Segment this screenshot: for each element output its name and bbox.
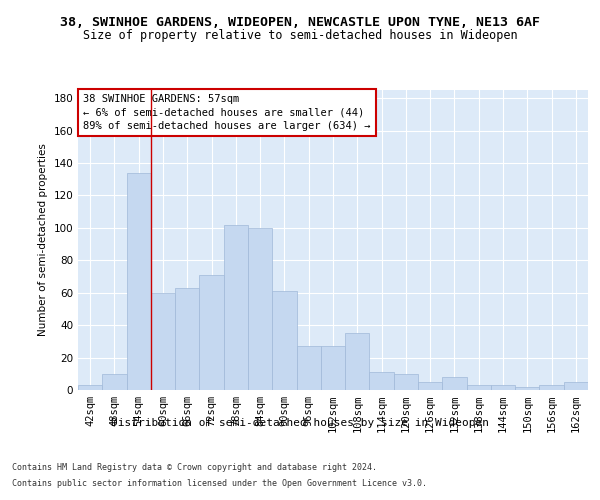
- Text: Contains public sector information licensed under the Open Government Licence v3: Contains public sector information licen…: [12, 480, 427, 488]
- Text: Size of property relative to semi-detached houses in Wideopen: Size of property relative to semi-detach…: [83, 28, 517, 42]
- Bar: [127, 172, 151, 390]
- Bar: [370, 372, 394, 390]
- Bar: [248, 228, 272, 390]
- Text: Distribution of semi-detached houses by size in Wideopen: Distribution of semi-detached houses by …: [111, 418, 489, 428]
- Bar: [515, 387, 539, 390]
- Text: 38 SWINHOE GARDENS: 57sqm
← 6% of semi-detached houses are smaller (44)
89% of s: 38 SWINHOE GARDENS: 57sqm ← 6% of semi-d…: [83, 94, 371, 131]
- Bar: [321, 346, 345, 390]
- Bar: [151, 292, 175, 390]
- Bar: [272, 291, 296, 390]
- Bar: [564, 382, 588, 390]
- Bar: [467, 385, 491, 390]
- Bar: [345, 333, 370, 390]
- Bar: [78, 385, 102, 390]
- Text: 38, SWINHOE GARDENS, WIDEOPEN, NEWCASTLE UPON TYNE, NE13 6AF: 38, SWINHOE GARDENS, WIDEOPEN, NEWCASTLE…: [60, 16, 540, 29]
- Bar: [442, 377, 467, 390]
- Bar: [102, 374, 127, 390]
- Y-axis label: Number of semi-detached properties: Number of semi-detached properties: [38, 144, 48, 336]
- Bar: [394, 374, 418, 390]
- Text: Contains HM Land Registry data © Crown copyright and database right 2024.: Contains HM Land Registry data © Crown c…: [12, 463, 377, 472]
- Bar: [418, 382, 442, 390]
- Bar: [175, 288, 199, 390]
- Bar: [539, 385, 564, 390]
- Bar: [224, 224, 248, 390]
- Bar: [296, 346, 321, 390]
- Bar: [491, 385, 515, 390]
- Bar: [199, 275, 224, 390]
